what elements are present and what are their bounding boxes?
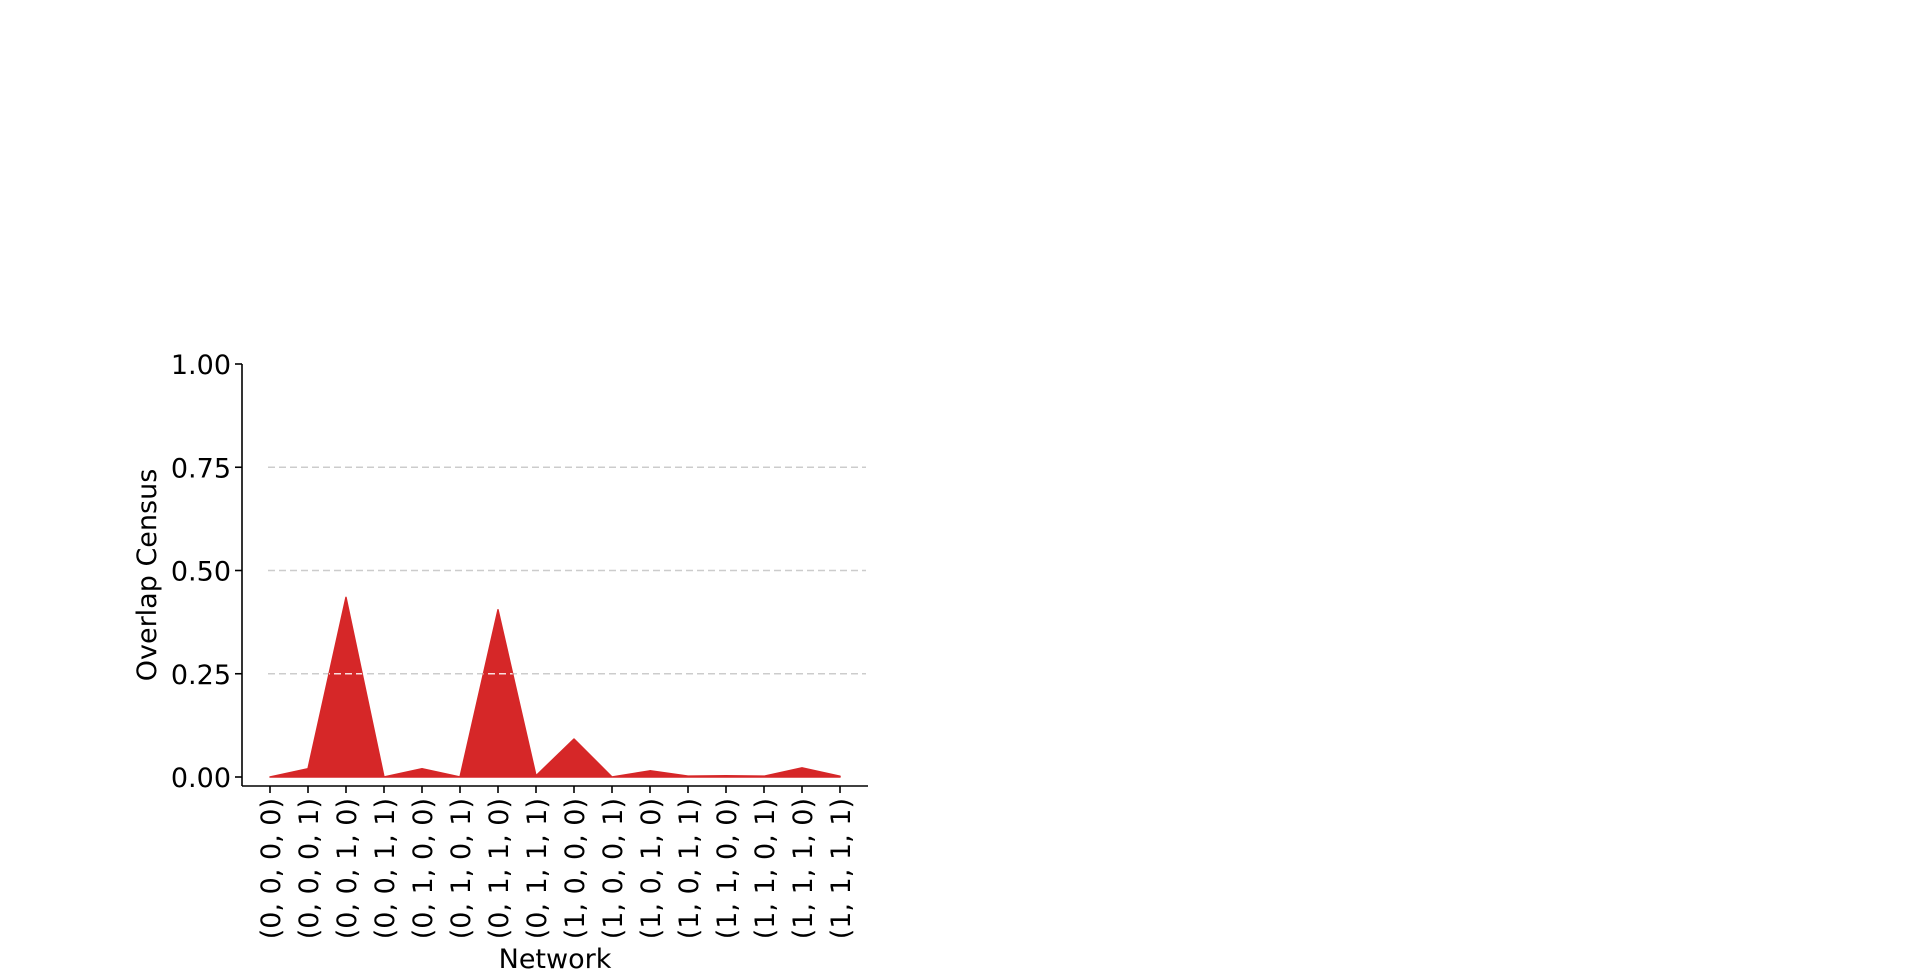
data-point-11 <box>687 775 689 777</box>
x-tick-label-15: (1, 1, 1, 1) <box>826 798 857 939</box>
data-point-10 <box>649 770 651 772</box>
data-point-1 <box>307 768 309 770</box>
data-point-12 <box>725 775 727 777</box>
data-point-9 <box>611 776 613 778</box>
data-point-3 <box>383 776 385 778</box>
x-tick-label-4: (0, 1, 0, 0) <box>408 798 439 939</box>
data-point-13 <box>763 775 765 777</box>
x-tick-label-14: (1, 1, 1, 0) <box>788 798 819 939</box>
area-series <box>269 596 841 778</box>
area-fill <box>269 596 841 778</box>
y-tick-label-0: 0.00 <box>171 763 231 794</box>
y-tick-label-1: 0.25 <box>171 660 231 691</box>
data-point-15 <box>839 775 841 777</box>
x-tick-label-11: (1, 0, 1, 1) <box>674 798 705 939</box>
data-point-2 <box>345 596 347 598</box>
x-tick-label-6: (0, 1, 1, 0) <box>484 798 515 939</box>
grid-lines <box>268 466 866 675</box>
data-point-14 <box>801 767 803 769</box>
data-point-0 <box>269 776 271 778</box>
x-axis-title: Network <box>499 944 612 975</box>
x-tick-label-2: (0, 0, 1, 0) <box>332 798 363 939</box>
y-ticks: 0.00 0.25 0.50 0.75 1.00 <box>171 350 242 794</box>
x-tick-label-9: (1, 0, 0, 1) <box>598 798 629 939</box>
data-point-8 <box>573 738 575 740</box>
x-ticks: (0, 0, 0, 0) (0, 0, 0, 1) (0, 0, 1, 0) (0, … <box>256 786 857 939</box>
x-tick-label-13: (1, 1, 0, 1) <box>750 798 781 939</box>
x-tick-label-5: (0, 1, 0, 1) <box>446 798 477 939</box>
x-tick-label-1: (0, 0, 0, 1) <box>294 798 325 939</box>
y-axis-title: Overlap Census <box>132 469 163 682</box>
data-point-7 <box>535 775 537 777</box>
x-tick-label-10: (1, 0, 1, 0) <box>636 798 667 939</box>
x-tick-label-12: (1, 1, 0, 0) <box>712 798 743 939</box>
x-tick-label-7: (0, 1, 1, 1) <box>522 798 553 939</box>
x-tick-label-3: (0, 0, 1, 1) <box>370 798 401 939</box>
x-tick-label-8: (1, 0, 0, 0) <box>560 798 591 939</box>
data-point-4 <box>421 768 423 770</box>
data-point-6 <box>497 609 499 611</box>
y-tick-label-4: 1.00 <box>171 350 231 381</box>
data-point-5 <box>459 776 461 778</box>
y-tick-label-3: 0.75 <box>171 453 231 484</box>
x-tick-label-0: (0, 0, 0, 0) <box>256 798 287 939</box>
y-tick-label-2: 0.50 <box>171 557 231 588</box>
